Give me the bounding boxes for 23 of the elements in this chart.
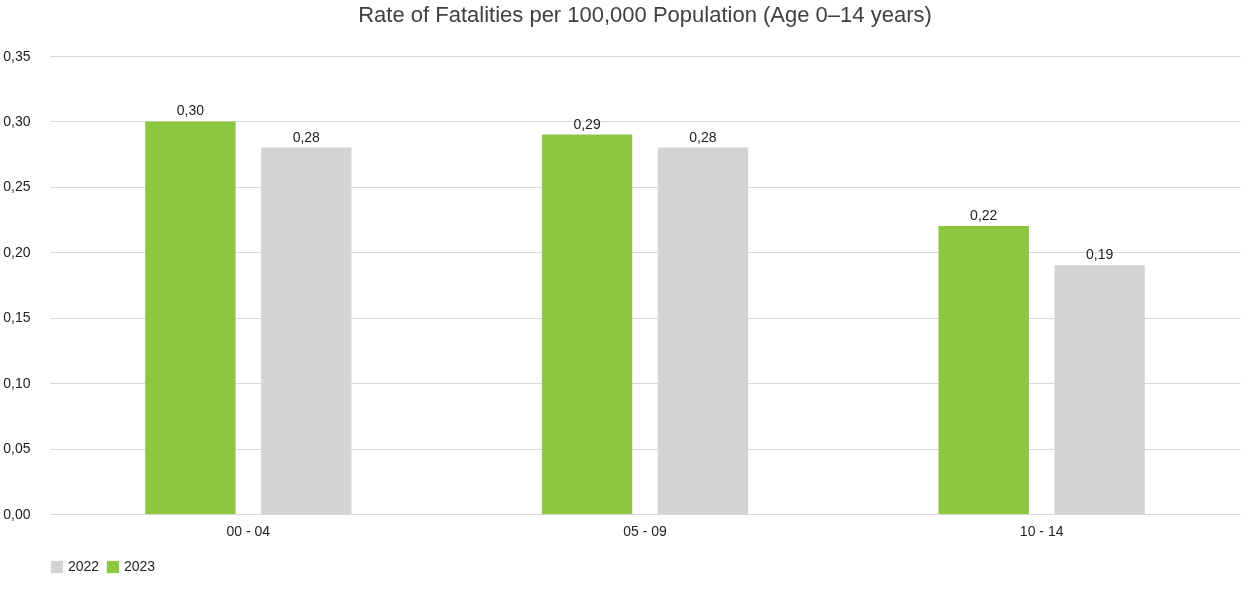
data-label: 0,28 xyxy=(689,128,717,145)
x-tick-label: 00 - 04 xyxy=(226,522,271,539)
legend-label: 2023 xyxy=(124,558,156,574)
y-tick-label: 0,00 xyxy=(3,505,31,522)
legend-label: 2022 xyxy=(68,558,100,574)
data-label: 0,22 xyxy=(970,207,998,224)
y-tick-label: 0,25 xyxy=(3,178,31,195)
x-tick-label: 05 - 09 xyxy=(623,522,667,539)
data-label: 0,30 xyxy=(176,102,205,119)
bar xyxy=(541,134,633,514)
y-tick-label: 0,30 xyxy=(3,112,31,129)
x-tick-label: 10 - 14 xyxy=(1019,522,1064,539)
y-tick-label: 0,20 xyxy=(3,243,31,260)
y-tick-label: 0,10 xyxy=(3,374,31,391)
data-label: 0,19 xyxy=(1085,246,1114,263)
bar xyxy=(938,226,1029,514)
data-label: 0,28 xyxy=(292,128,321,145)
y-tick-label: 0,05 xyxy=(3,440,31,457)
y-tick-label: 0,15 xyxy=(3,309,31,326)
bar xyxy=(145,121,236,514)
chart-title: Rate of Fatalities per 100,000 Population (Age 0–14 years) xyxy=(358,2,932,27)
y-tick-label: 0,35 xyxy=(3,47,31,64)
data-label: 0,29 xyxy=(573,115,601,132)
